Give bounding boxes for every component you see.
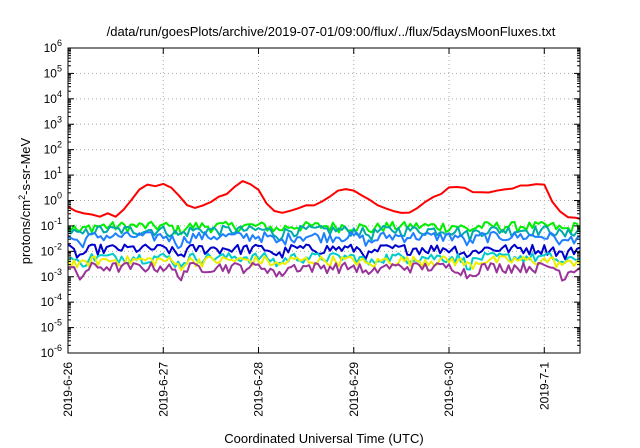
y-tick-exponent: -3: [54, 267, 62, 277]
series-line-1: [67, 220, 581, 236]
y-tick-exponent: -6: [54, 343, 62, 353]
y-tick-base: 10: [41, 219, 55, 233]
series-line-7: [68, 261, 581, 282]
x-axis-ticks: 2019-6-26 2019-6-27 2019-6-28 2019-6-29 2019…: [61, 48, 551, 417]
y-tick-exponent: -1: [54, 216, 62, 226]
y-tick-exponent: -4: [54, 292, 62, 302]
y-tick-exponent: 2: [57, 140, 62, 150]
y-tick-label: 103: [44, 114, 62, 131]
y-tick-base: 10: [44, 41, 58, 55]
y-tick-base: 10: [41, 346, 55, 360]
y-tick-exponent: 5: [57, 63, 62, 73]
y-tick-label: 104: [44, 89, 62, 106]
series-line-4: [67, 243, 581, 261]
y-tick-base: 10: [41, 321, 55, 335]
y-tick-exponent: 6: [57, 38, 62, 48]
y-tick-base: 10: [44, 143, 58, 157]
y-tick-label: 10-3: [41, 267, 62, 284]
x-tick-label: 2019-6-26: [61, 362, 75, 417]
series-line-6: [67, 255, 581, 272]
y-tick-base: 10: [41, 270, 55, 284]
y-tick-exponent: -2: [54, 241, 62, 251]
y-tick-label: 105: [44, 63, 62, 80]
y-axis-label-rest: -s-sr-MeV: [18, 137, 33, 194]
y-tick-exponent: 1: [57, 165, 62, 175]
y-tick-base: 10: [44, 66, 58, 80]
y-axis-label-superscript: 2: [17, 195, 27, 200]
x-tick-label: 2019-6-30: [442, 362, 456, 417]
y-tick-label: 100: [44, 191, 62, 208]
y-tick-base: 10: [41, 244, 55, 258]
y-tick-base: 10: [44, 92, 58, 106]
x-tick-label: 2019-6-28: [252, 362, 266, 417]
chart-title: /data/run/goesPlots/archive/2019-07-01/0…: [107, 24, 556, 39]
y-tick-base: 10: [41, 295, 55, 309]
y-tick-exponent: 0: [57, 191, 62, 201]
y-tick-exponent: -5: [54, 318, 62, 328]
x-tick-label: 2019-6-27: [156, 362, 170, 417]
series-line-2: [67, 224, 581, 242]
y-tick-base: 10: [44, 194, 58, 208]
y-tick-label: 102: [44, 140, 62, 157]
y-tick-label: 10-5: [41, 318, 62, 335]
x-tick-label: 2019-6-29: [347, 362, 361, 417]
y-axis-ticks: 10-610-510-410-310-210-11001011021031041…: [41, 38, 580, 360]
series-layer: [67, 180, 581, 282]
series-line-0: [67, 180, 581, 220]
x-tick-label: 2019-7-1: [537, 362, 551, 410]
x-axis-label: Coordinated Universal Time (UTC): [224, 431, 423, 446]
y-tick-base: 10: [44, 117, 58, 131]
y-axis-label: protons/cm2-s-sr-MeV: [17, 137, 33, 264]
y-tick-base: 10: [44, 168, 58, 182]
y-axis-label-main: protons/cm: [18, 200, 33, 264]
y-tick-label: 106: [44, 38, 62, 55]
y-tick-label: 10-1: [41, 216, 62, 233]
y-tick-label: 10-6: [41, 343, 62, 360]
series-line-3: [67, 230, 581, 250]
y-tick-label: 10-2: [41, 241, 62, 258]
y-tick-exponent: 4: [57, 89, 62, 99]
y-tick-label: 101: [44, 165, 62, 182]
y-tick-exponent: 3: [57, 114, 62, 124]
y-tick-label: 10-4: [41, 292, 62, 309]
